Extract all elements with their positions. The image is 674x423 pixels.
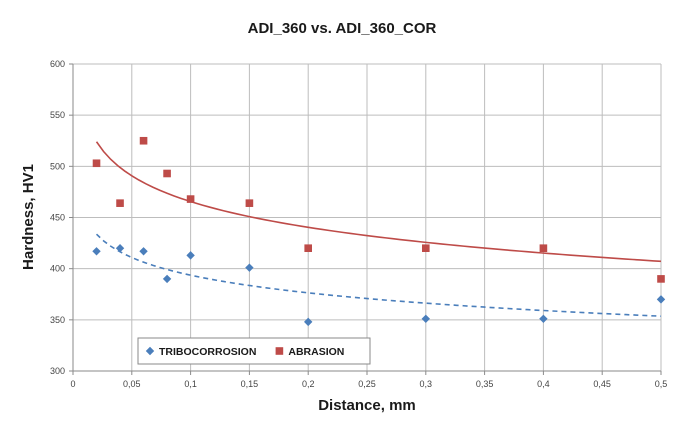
legend-marker-tribocorrosion — [145, 346, 155, 356]
axes: 0 0,05 0,1 0,15 0,2 0,25 0,3 0,35 0,4 0,45 0,5 300 3… — [50, 59, 667, 389]
point-abrasion — [304, 244, 312, 252]
x-tick-label: 0,1 — [184, 379, 197, 389]
point-tribocorrosion — [139, 247, 148, 256]
point-tribocorrosion — [656, 295, 666, 304]
y-tick-label: 450 — [50, 213, 65, 223]
y-axis-title: Hardness, HV1 — [20, 164, 37, 270]
point-abrasion — [163, 169, 171, 178]
point-tribocorrosion — [162, 274, 172, 284]
point-tribocorrosion — [115, 244, 125, 253]
legend-label-tribocorrosion: TRIBOCORROSION — [159, 346, 256, 358]
x-tick-label: 0,35 — [476, 379, 494, 389]
x-tick-label: 0 — [70, 379, 75, 389]
data-points — [92, 136, 666, 327]
point-tribocorrosion — [92, 247, 101, 256]
y-tick-label: 500 — [50, 161, 65, 171]
point-tribocorrosion — [186, 251, 195, 260]
point-tribocorrosion — [539, 314, 548, 324]
legend-marker-abrasion — [275, 347, 284, 355]
x-tick-label: 0,25 — [358, 379, 376, 389]
x-tick-label: 0,05 — [123, 379, 141, 389]
legend-box — [137, 337, 371, 365]
point-abrasion — [116, 199, 124, 207]
point-tribocorrosion — [245, 263, 254, 272]
y-tick-label: 300 — [50, 366, 65, 376]
grid — [73, 63, 662, 371]
legend-label-abrasion: ABRASION — [288, 346, 344, 358]
x-tick-label: 0,45 — [593, 379, 611, 389]
point-abrasion — [186, 195, 195, 203]
x-tick-label: 0,15 — [241, 379, 259, 389]
y-tick-label: 600 — [50, 59, 65, 69]
point-abrasion — [422, 244, 430, 252]
x-tick-label: 0,4 — [537, 379, 550, 389]
point-abrasion — [245, 199, 254, 207]
point-abrasion — [539, 244, 548, 252]
x-axis-title: Distance, mm — [318, 397, 416, 414]
point-abrasion — [139, 136, 148, 145]
point-tribocorrosion — [304, 317, 313, 327]
chart-title: ADI_360 vs. ADI_360_COR — [248, 20, 437, 37]
y-tick-label: 550 — [50, 110, 65, 120]
y-tick-label: 400 — [50, 264, 65, 274]
y-tick-label: 350 — [50, 315, 65, 325]
x-tick-label: 0,2 — [302, 379, 315, 389]
x-tick-label: 0,3 — [420, 379, 433, 389]
point-tribocorrosion — [421, 314, 430, 324]
point-abrasion — [92, 159, 101, 168]
legend: TRIBOCORROSION ABRASION — [137, 337, 371, 365]
x-tick-label: 0,5 — [655, 379, 668, 389]
point-abrasion — [657, 275, 665, 283]
